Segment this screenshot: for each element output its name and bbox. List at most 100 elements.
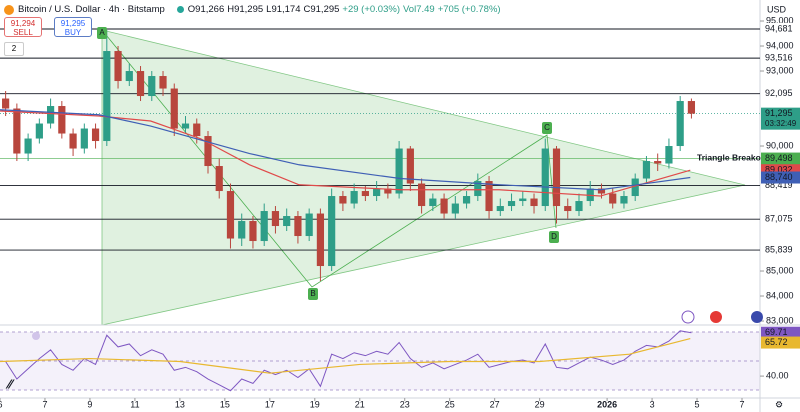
candle-body <box>665 146 673 164</box>
candle-body <box>46 106 55 124</box>
x-tick-label: 5 <box>695 399 700 409</box>
candle-body <box>271 211 280 227</box>
interval-button[interactable]: 2 <box>4 42 24 56</box>
ohlc: O91,266 H91,295 L91,174 C91,295 +29 (+0.03%)… <box>188 4 501 15</box>
candle-body <box>294 216 302 237</box>
candle-body <box>114 51 122 82</box>
x-tick-label: 15 <box>220 399 230 409</box>
ma-label-bg <box>761 171 800 184</box>
level-label: 92,095 <box>765 88 793 98</box>
sell-label: SELL <box>13 28 33 37</box>
candle-body <box>170 88 178 129</box>
x-tick-label: 25 <box>445 399 455 409</box>
candle-body <box>485 181 493 212</box>
level-label: 88,419 <box>765 180 793 190</box>
candle-body <box>654 161 662 164</box>
candle-body <box>631 178 639 197</box>
ohlc-value: H91,295 <box>227 4 264 15</box>
pattern-point-bg <box>542 122 552 134</box>
rsi-label-bg <box>761 326 800 339</box>
x-tick-label: 17 <box>265 399 275 409</box>
candle-body <box>204 136 212 167</box>
candle-body <box>125 71 133 82</box>
market-status <box>176 6 184 13</box>
candle-body <box>687 101 696 114</box>
candle-body <box>586 188 594 202</box>
candle-body <box>2 98 10 109</box>
candle-body <box>35 123 43 139</box>
currency: USD <box>767 4 787 14</box>
candle-body <box>474 181 482 197</box>
level-label: 94,681 <box>765 23 793 33</box>
candle-body <box>58 106 66 134</box>
candle-body <box>406 148 414 184</box>
buy-button[interactable]: 91,295 BUY <box>54 17 92 37</box>
x-tick-label: 19 <box>310 399 320 409</box>
annotation: Triangle Breakout <box>697 152 769 162</box>
price-countdown: 03:32:49 <box>765 119 797 128</box>
candle-body <box>283 216 291 227</box>
candle-body <box>384 188 392 194</box>
sell-button[interactable]: 91,294 SELL <box>4 17 42 37</box>
y-tick-label: 94,000 <box>766 40 794 50</box>
flag-icon[interactable] <box>751 311 763 323</box>
candle-body <box>462 196 471 204</box>
candle-body <box>193 123 201 137</box>
level-label: 89,498 <box>765 153 793 163</box>
candle-body <box>496 206 504 212</box>
y-tick-label: 84,000 <box>766 290 794 300</box>
x-tick-label: 7 <box>740 399 745 409</box>
level-label-bg <box>761 52 800 65</box>
x-tick-label: 9 <box>87 399 92 409</box>
flag-icon[interactable] <box>710 311 722 323</box>
ohlc-value: Vol7.49 <box>403 4 435 15</box>
ohlc-value: L91,174 <box>266 4 301 15</box>
ohlc-value: +29 (+0.03%) <box>342 4 400 15</box>
x-tick-label: 11 <box>130 399 139 409</box>
candle-body <box>328 196 336 267</box>
candle-body <box>159 76 167 89</box>
candle-body <box>13 108 21 154</box>
candle-body <box>80 128 88 149</box>
x-tick-label: 6 <box>0 399 3 409</box>
candle-body <box>350 191 358 204</box>
rsi-marker <box>32 332 40 340</box>
candle-body <box>305 213 313 237</box>
ma-label: 89,032 <box>765 165 793 175</box>
level-label: 85,839 <box>765 244 793 254</box>
candle-body <box>620 196 628 204</box>
x-tick-label: 13 <box>175 399 185 409</box>
candle-body <box>530 198 538 207</box>
x-tick-label: 29 <box>535 399 545 409</box>
candle-body <box>103 51 111 142</box>
symbol-title: Bitcoin / U.S. Dollar · 4h · Bitstamp <box>18 4 165 15</box>
candle-body <box>642 161 651 179</box>
candle-body <box>609 193 617 204</box>
candle-body <box>260 211 268 242</box>
level-label-bg <box>761 87 800 100</box>
pattern-point-bg <box>549 231 559 243</box>
rsi-label-bg <box>761 336 800 349</box>
y-tick-label: 93,000 <box>766 65 794 75</box>
candle-body <box>69 133 77 149</box>
candle-body <box>541 148 549 207</box>
ohlc-value: +705 (+0.78%) <box>437 4 501 15</box>
rsi-ma-line <box>0 337 691 374</box>
candle-body <box>564 206 572 212</box>
candle-body <box>575 201 583 212</box>
candle-body <box>238 221 246 239</box>
settings-icon[interactable]: ⚙ <box>775 399 783 409</box>
pattern-point: B <box>310 289 315 298</box>
candle-body <box>91 128 100 142</box>
pattern-point: C <box>544 123 550 132</box>
level-label-bg <box>761 23 800 35</box>
event-icon[interactable] <box>681 310 695 324</box>
pattern-point: A <box>99 28 105 37</box>
candle-body <box>552 148 561 207</box>
x-tick-label: 23 <box>400 399 410 409</box>
y-tick-label: 83,000 <box>766 315 794 325</box>
candle-body <box>429 198 437 207</box>
candle-body <box>451 203 459 214</box>
ma-label: 88,740 <box>765 172 793 182</box>
rsi-line <box>5 330 692 392</box>
